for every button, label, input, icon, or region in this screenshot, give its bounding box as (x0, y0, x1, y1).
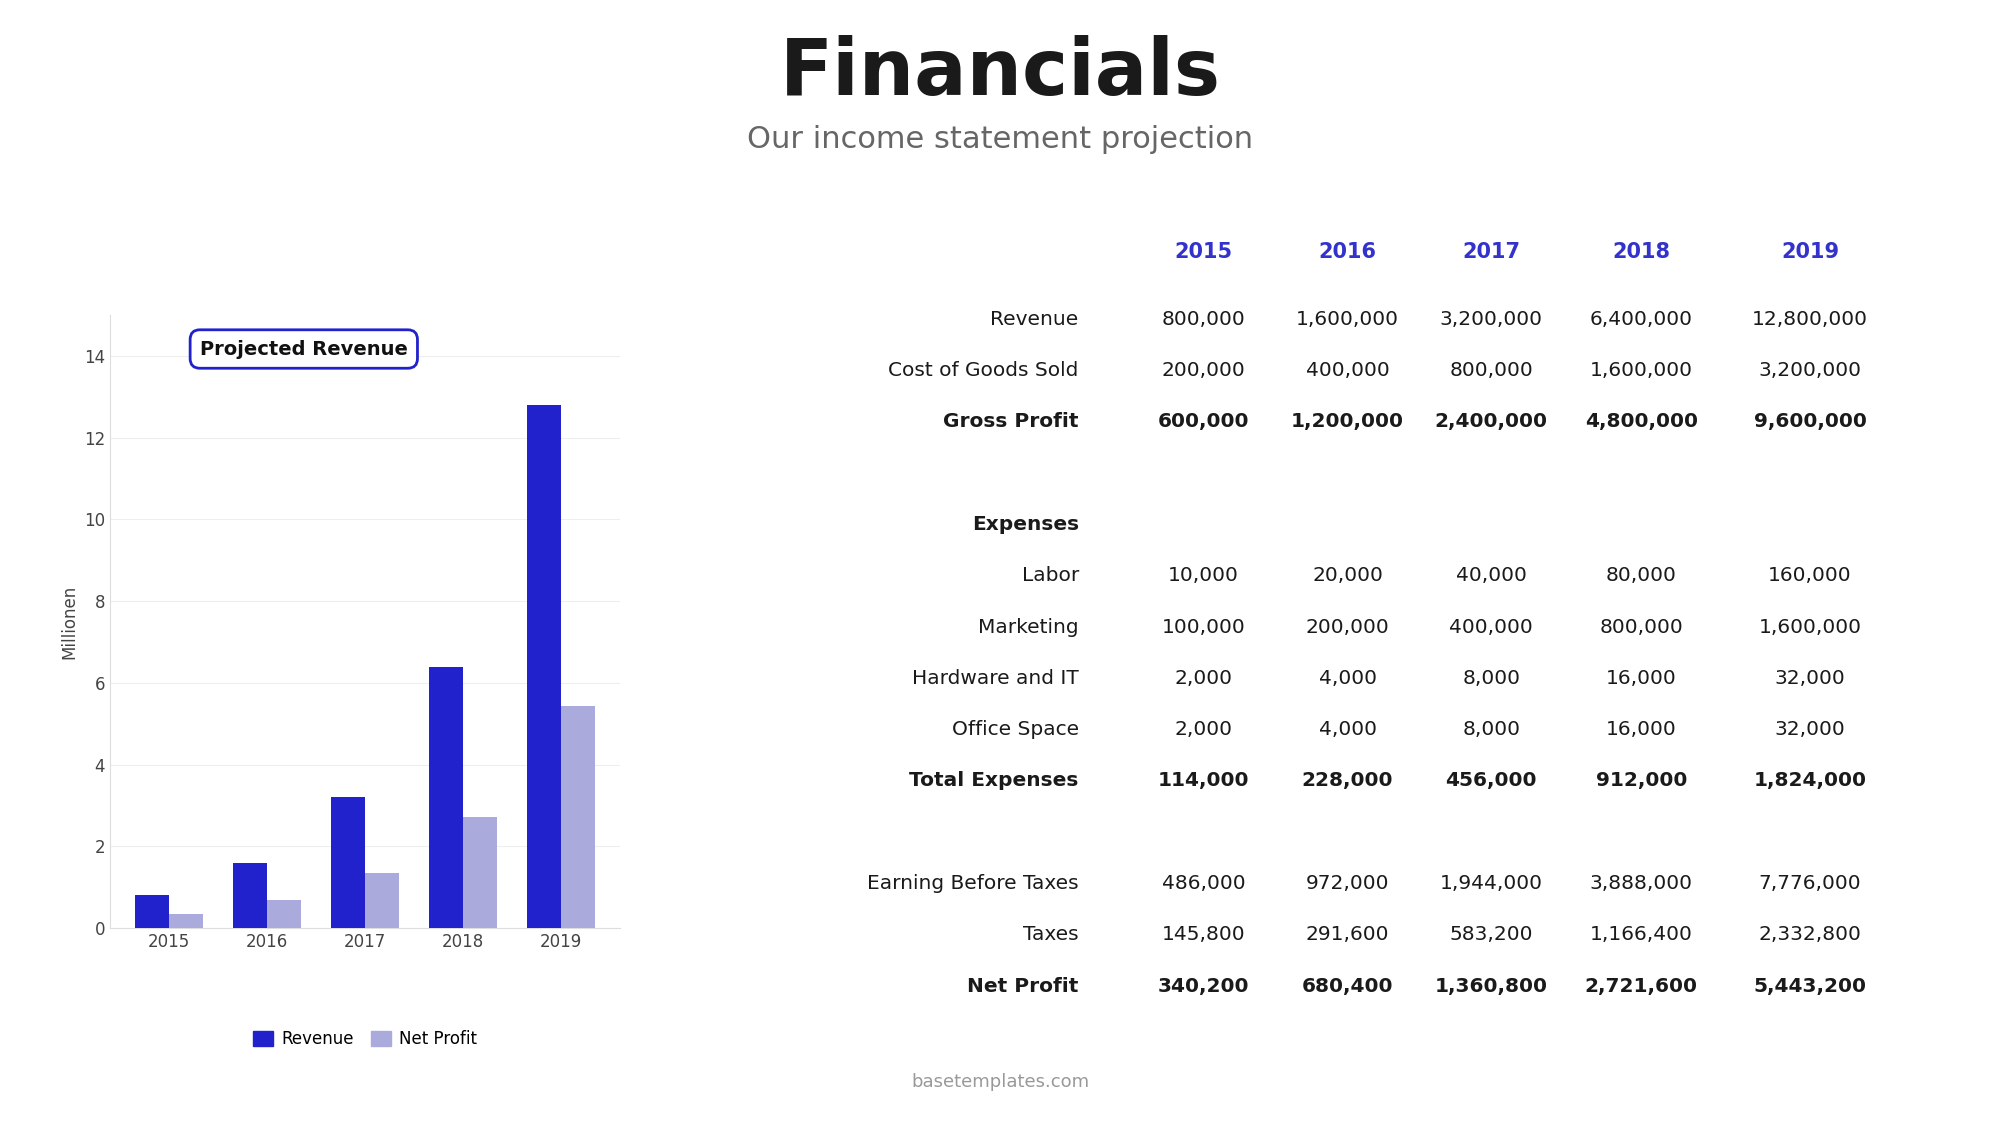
Text: Financials: Financials (780, 35, 1220, 111)
Text: 456,000: 456,000 (1446, 772, 1536, 791)
Text: 16,000: 16,000 (1606, 668, 1676, 687)
Text: 2,000: 2,000 (1174, 668, 1232, 687)
Text: 2019: 2019 (1780, 242, 1840, 262)
Text: 2,332,800: 2,332,800 (1758, 925, 1862, 944)
Text: Total Expenses: Total Expenses (910, 772, 1078, 791)
Text: 145,800: 145,800 (1162, 925, 1246, 944)
Text: 600,000: 600,000 (1158, 413, 1250, 431)
Text: 3,888,000: 3,888,000 (1590, 874, 1692, 893)
Text: 4,000: 4,000 (1318, 668, 1376, 687)
Bar (330, 798, 366, 928)
Text: Cost of Goods Sold: Cost of Goods Sold (888, 361, 1078, 380)
Text: 32,000: 32,000 (1774, 668, 1846, 687)
Text: 8,000: 8,000 (1462, 668, 1520, 687)
Text: 2017: 2017 (1462, 242, 1520, 262)
Text: 2016: 2016 (1318, 242, 1376, 262)
Text: 291,600: 291,600 (1306, 925, 1390, 944)
Text: 2,400,000: 2,400,000 (1434, 413, 1548, 431)
Text: Net Profit: Net Profit (968, 976, 1078, 996)
Text: 2,721,600: 2,721,600 (1584, 976, 1698, 996)
Text: 1,200,000: 1,200,000 (1292, 413, 1404, 431)
Text: 228,000: 228,000 (1302, 772, 1394, 791)
Text: 100,000: 100,000 (1162, 618, 1246, 637)
Text: Marketing: Marketing (978, 618, 1078, 637)
Text: 912,000: 912,000 (1596, 772, 1686, 791)
Text: 8,000: 8,000 (1462, 720, 1520, 739)
Text: 1,600,000: 1,600,000 (1590, 361, 1692, 380)
Text: 1,360,800: 1,360,800 (1434, 976, 1548, 996)
Text: 680,400: 680,400 (1302, 976, 1394, 996)
Bar (266, 900, 302, 928)
Text: 4,800,000: 4,800,000 (1584, 413, 1698, 431)
Bar (428, 666, 464, 928)
Text: 7,776,000: 7,776,000 (1758, 874, 1862, 893)
Bar (464, 817, 498, 928)
Bar (562, 705, 596, 928)
Text: 800,000: 800,000 (1162, 309, 1246, 328)
Text: 3,200,000: 3,200,000 (1758, 361, 1862, 380)
Bar (232, 863, 266, 928)
Text: 4,000: 4,000 (1318, 720, 1376, 739)
Text: Projected Revenue: Projected Revenue (200, 340, 408, 359)
Text: 1,944,000: 1,944,000 (1440, 874, 1542, 893)
Text: Gross Profit: Gross Profit (944, 413, 1078, 431)
Legend: Revenue, Net Profit: Revenue, Net Profit (246, 1024, 484, 1054)
Text: 160,000: 160,000 (1768, 566, 1852, 585)
Text: Hardware and IT: Hardware and IT (912, 668, 1078, 687)
Text: 583,200: 583,200 (1450, 925, 1534, 944)
Text: Our income statement projection: Our income statement projection (746, 125, 1254, 154)
Text: 340,200: 340,200 (1158, 976, 1250, 996)
Text: 200,000: 200,000 (1306, 618, 1390, 637)
Text: 9,600,000: 9,600,000 (1754, 413, 1866, 431)
Bar (168, 915, 204, 928)
Text: Revenue: Revenue (990, 309, 1078, 328)
Text: 3,200,000: 3,200,000 (1440, 309, 1542, 328)
Text: 5,443,200: 5,443,200 (1754, 976, 1866, 996)
Text: 80,000: 80,000 (1606, 566, 1676, 585)
Text: 400,000: 400,000 (1450, 618, 1534, 637)
Bar (134, 896, 168, 928)
Text: 2,000: 2,000 (1174, 720, 1232, 739)
Text: Taxes: Taxes (1024, 925, 1078, 944)
Text: Labor: Labor (1022, 566, 1078, 585)
Bar (526, 405, 562, 928)
Text: 1,166,400: 1,166,400 (1590, 925, 1692, 944)
Text: 10,000: 10,000 (1168, 566, 1240, 585)
Text: 1,600,000: 1,600,000 (1758, 618, 1862, 637)
Text: Expenses: Expenses (972, 515, 1078, 534)
Text: Earning Before Taxes: Earning Before Taxes (868, 874, 1078, 893)
Text: basetemplates.com: basetemplates.com (910, 1073, 1090, 1091)
Y-axis label: Millionen: Millionen (60, 585, 78, 658)
Text: 40,000: 40,000 (1456, 566, 1526, 585)
Text: 2018: 2018 (1612, 242, 1670, 262)
Text: 972,000: 972,000 (1306, 874, 1390, 893)
Text: 6,400,000: 6,400,000 (1590, 309, 1692, 328)
Text: 16,000: 16,000 (1606, 720, 1676, 739)
Text: 12,800,000: 12,800,000 (1752, 309, 1868, 328)
Text: 114,000: 114,000 (1158, 772, 1250, 791)
Text: 20,000: 20,000 (1312, 566, 1382, 585)
Text: 1,600,000: 1,600,000 (1296, 309, 1400, 328)
Text: 1,824,000: 1,824,000 (1754, 772, 1866, 791)
Text: Office Space: Office Space (952, 720, 1078, 739)
Bar (364, 873, 400, 928)
Text: 400,000: 400,000 (1306, 361, 1390, 380)
Text: 800,000: 800,000 (1600, 618, 1684, 637)
Text: 200,000: 200,000 (1162, 361, 1246, 380)
Text: 486,000: 486,000 (1162, 874, 1246, 893)
Text: 32,000: 32,000 (1774, 720, 1846, 739)
Text: 800,000: 800,000 (1450, 361, 1534, 380)
Text: 2015: 2015 (1174, 242, 1232, 262)
